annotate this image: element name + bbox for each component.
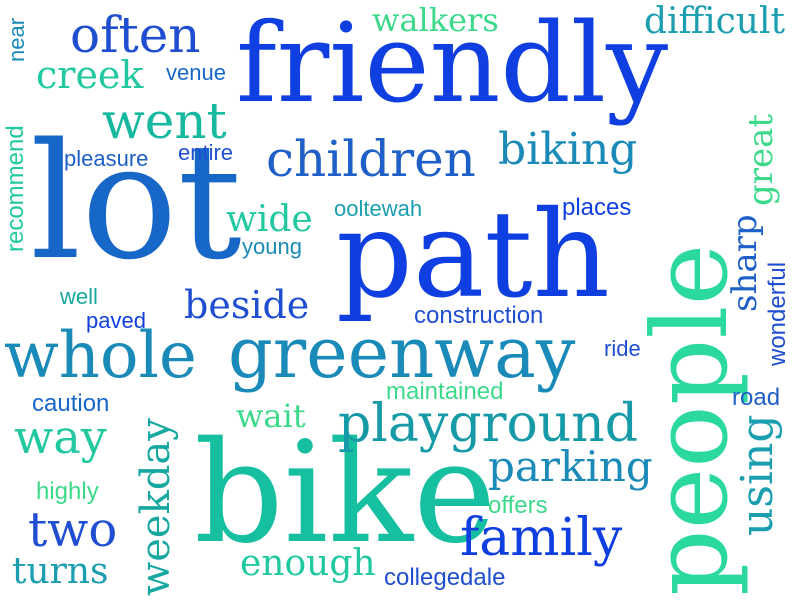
word-went: went (102, 92, 227, 150)
word-venue: venue (166, 60, 226, 85)
word-greenway: greenway (228, 312, 576, 394)
word-near: near (4, 17, 29, 62)
word-paved: paved (86, 308, 146, 333)
word-ride: ride (604, 336, 641, 361)
word-young: young (242, 234, 302, 259)
word-children: children (266, 130, 476, 188)
word-recommend: recommend (2, 125, 29, 252)
word-beside: beside (184, 283, 310, 327)
word-weekday: weekday (133, 418, 179, 596)
word-turns: turns (12, 551, 109, 592)
word-way: way (14, 410, 107, 464)
word-biking: biking (498, 124, 638, 175)
word-family: family (460, 508, 623, 568)
word-maintained: maintained (386, 378, 504, 405)
word-path: path (336, 186, 610, 325)
word-well: well (60, 284, 98, 309)
word-difficult: difficult (644, 1, 785, 42)
word-lot: lot (30, 108, 242, 295)
word-creek: creek (36, 53, 144, 97)
word-wait: wait (236, 397, 306, 435)
word-parking: parking (488, 442, 653, 491)
word-often: often (70, 6, 201, 64)
word-friendly: friendly (236, 0, 669, 127)
word-entire: entire (178, 140, 234, 165)
word-collegedale: collegedale (384, 564, 506, 591)
word-playground: playground (338, 394, 639, 454)
word-highly: highly (36, 478, 99, 505)
word-great: great (741, 113, 781, 206)
word-wide: wide (226, 199, 313, 240)
word-pleasure: pleasure (64, 146, 149, 171)
word-construction: construction (414, 302, 544, 329)
word-enough: enough (240, 543, 376, 584)
word-sharp: sharp (725, 214, 765, 312)
word-walkers: walkers (372, 1, 499, 39)
word-two: two (28, 502, 118, 558)
word-road: road (732, 384, 781, 411)
word-ooltewah: ooltewah (334, 196, 423, 221)
word-using: using (732, 414, 783, 537)
word-places: places (562, 194, 632, 221)
word-whole: whole (4, 319, 197, 393)
word-wonderful: wonderful (764, 261, 791, 366)
word-bike: bike (194, 412, 497, 575)
word-caution: caution (32, 390, 110, 417)
word-offers: offers (488, 492, 548, 519)
